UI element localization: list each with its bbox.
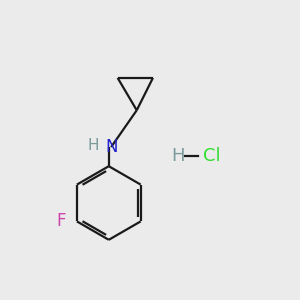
Text: H: H	[171, 147, 185, 165]
Text: F: F	[56, 212, 65, 230]
Text: H: H	[88, 138, 99, 153]
Text: Cl: Cl	[203, 147, 220, 165]
Text: N: N	[105, 138, 117, 156]
